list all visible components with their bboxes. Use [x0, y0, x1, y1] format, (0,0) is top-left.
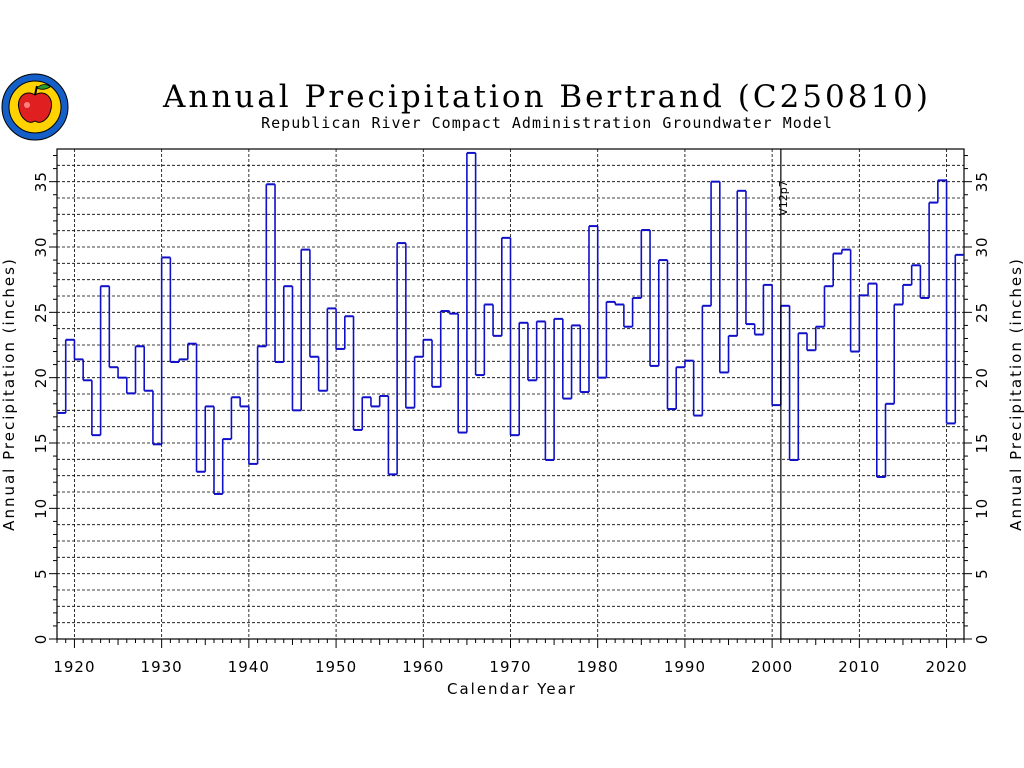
y-tick-label-left: 15: [32, 432, 50, 453]
y-tick-label-right: 35: [973, 171, 991, 192]
x-axis-label: Calendar Year: [447, 680, 577, 698]
x-axis-ticks: 1920 1930 1940 1950 1960 1970 1980 1990 2000 2010…: [53, 639, 967, 676]
apple-seal-logo-icon: [1, 73, 69, 141]
y-tick-label-right: 15: [973, 432, 991, 453]
y-axis-label-left: Annual Precipitation (inches): [0, 257, 18, 531]
y-tick-label-left: 0: [32, 634, 50, 645]
y-tick-label-right: 5: [973, 568, 991, 579]
y-tick-label-right: 25: [973, 302, 991, 323]
x-tick-label: 1990: [664, 658, 706, 676]
y-tick-label-left: 30: [32, 236, 50, 257]
x-tick-label: 2000: [751, 658, 793, 676]
chart-subtitle: Republican River Compact Administration …: [261, 114, 833, 132]
y-tick-label-right: 20: [973, 367, 991, 388]
y-tick-label-right: 30: [973, 236, 991, 257]
grid-lines: [57, 149, 964, 639]
precipitation-series: [57, 151, 964, 495]
y-tick-label-left: 10: [32, 498, 50, 519]
y-axis-ticks: 0 0 5 5 10 10 15 15 20 20 25 25 30 30 35 35: [32, 155, 991, 645]
y-tick-label-left: 5: [32, 568, 50, 579]
x-tick-label: 1920: [53, 658, 95, 676]
x-tick-label: 1970: [489, 658, 531, 676]
version-annotation: V12p7: [777, 149, 790, 639]
x-tick-label: 1980: [577, 658, 619, 676]
y-tick-label-right: 10: [973, 498, 991, 519]
y-tick-label-left: 20: [32, 367, 50, 388]
x-tick-label: 1960: [402, 658, 444, 676]
x-tick-label: 2020: [925, 658, 967, 676]
chart-title: Annual Precipitation Bertrand (C250810): [162, 79, 931, 115]
y-tick-label-left: 35: [32, 171, 50, 192]
y-tick-label-left: 25: [32, 302, 50, 323]
x-tick-label: 1950: [315, 658, 357, 676]
x-tick-label: 1930: [141, 658, 183, 676]
y-axis-label-right: Annual Precipitation (inches): [1007, 257, 1024, 531]
x-tick-label: 1940: [228, 658, 270, 676]
y-tick-label-right: 0: [973, 634, 991, 645]
annotation-label: V12p7: [777, 180, 790, 216]
x-tick-label: 2010: [838, 658, 880, 676]
